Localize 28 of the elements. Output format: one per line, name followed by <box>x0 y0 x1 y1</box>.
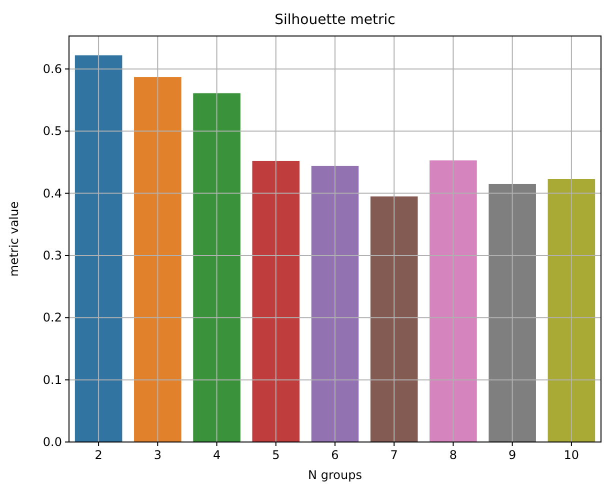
x-axis-title: N groups <box>308 468 362 482</box>
y-tick-label: 0.0 <box>42 435 62 449</box>
x-tick-label: 5 <box>272 448 280 462</box>
x-tick-label: 2 <box>94 448 102 462</box>
bar <box>488 184 536 442</box>
bar <box>134 77 182 442</box>
x-tick-label: 4 <box>212 448 221 462</box>
y-tick-label: 0.3 <box>42 248 62 262</box>
x-tick-label: 6 <box>331 448 339 462</box>
y-tick-label: 0.5 <box>42 124 62 138</box>
y-tick-label: 0.6 <box>42 62 62 76</box>
x-tick-label: 7 <box>390 448 398 462</box>
bar <box>548 179 596 442</box>
x-tick-label: 10 <box>564 448 580 462</box>
y-axis-title: metric value <box>7 201 21 277</box>
y-tick-label: 0.4 <box>42 186 62 200</box>
bar <box>311 166 359 442</box>
bar <box>370 196 418 442</box>
bar <box>193 93 240 442</box>
x-tick-label: 9 <box>508 448 516 462</box>
x-tick-label: 8 <box>449 448 458 462</box>
bar <box>74 55 122 442</box>
y-tick-label: 0.1 <box>42 372 62 387</box>
bar <box>430 160 477 442</box>
y-tick-label: 0.2 <box>42 310 62 325</box>
chart-title: Silhouette metric <box>274 12 396 28</box>
x-tick-label: 3 <box>154 448 162 462</box>
bar <box>252 160 300 442</box>
